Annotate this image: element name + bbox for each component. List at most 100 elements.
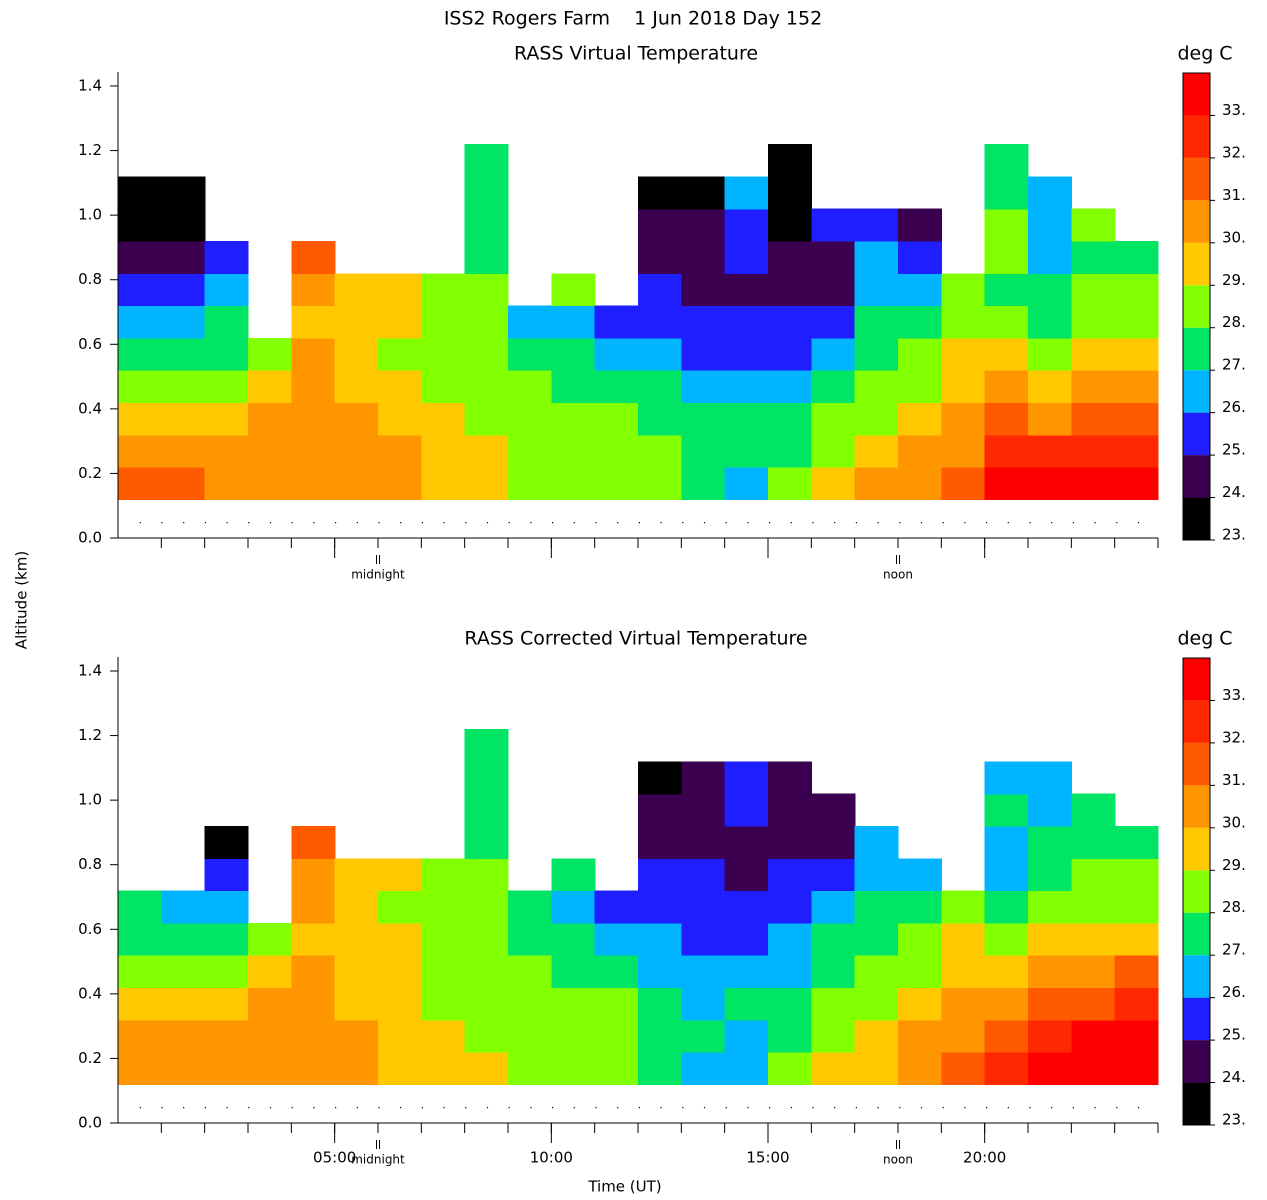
contour-cell bbox=[984, 144, 1029, 177]
contour-cell bbox=[898, 922, 942, 956]
dot bbox=[1072, 1107, 1074, 1109]
contour-cell bbox=[248, 402, 292, 436]
contour-cell bbox=[811, 466, 856, 500]
dot bbox=[920, 1107, 923, 1109]
dot bbox=[269, 522, 272, 524]
colorbar-band bbox=[1183, 742, 1210, 786]
contour-cell bbox=[464, 434, 509, 468]
contour-cell bbox=[291, 922, 336, 956]
contour-cell bbox=[854, 466, 899, 500]
contour-cell bbox=[638, 761, 682, 795]
y-tick-label: 1.0 bbox=[78, 206, 102, 224]
contour-cell bbox=[204, 955, 249, 988]
contour-cell bbox=[464, 240, 509, 274]
contour-cell bbox=[1028, 305, 1072, 339]
contour-cell bbox=[1028, 858, 1072, 892]
contour-cell bbox=[594, 987, 639, 1021]
contour-cell bbox=[638, 208, 682, 242]
contour-cell bbox=[724, 1019, 769, 1053]
dot bbox=[899, 1107, 901, 1109]
contour-cell bbox=[508, 337, 552, 371]
contour-cell bbox=[508, 1051, 552, 1085]
colorbar-label: 30. bbox=[1222, 228, 1246, 246]
colorbar-frame bbox=[1182, 72, 1211, 541]
dot bbox=[660, 522, 662, 524]
dot bbox=[1051, 1107, 1053, 1109]
colorbar-label: 33. bbox=[1222, 101, 1246, 119]
contour-cell bbox=[811, 337, 856, 371]
dot bbox=[378, 522, 380, 524]
page-title: ISS2 Rogers Farm 1 Jun 2018 Day 152 bbox=[444, 8, 822, 30]
contour-cell bbox=[291, 337, 336, 371]
contour-cell bbox=[811, 370, 856, 403]
contour-cell bbox=[1114, 402, 1159, 436]
contour-cell bbox=[638, 240, 682, 274]
colorbar-label: 28. bbox=[1222, 898, 1246, 916]
contour-cell bbox=[768, 1051, 812, 1085]
contour-cell bbox=[378, 987, 422, 1021]
dot bbox=[443, 522, 445, 524]
contour-cell bbox=[421, 858, 466, 892]
dot bbox=[638, 1107, 640, 1109]
contour-cell bbox=[811, 825, 856, 859]
y-tick-label: 1.4 bbox=[78, 662, 102, 680]
contour-cell bbox=[378, 273, 422, 307]
contour-cell bbox=[854, 402, 899, 436]
contour-cell bbox=[898, 273, 942, 307]
dot bbox=[465, 1107, 467, 1109]
annotation: midnight bbox=[351, 568, 405, 582]
contour-cell bbox=[464, 466, 509, 500]
contour-cell bbox=[681, 793, 726, 827]
contour-cell bbox=[854, 370, 899, 403]
contour-cell bbox=[508, 1019, 552, 1053]
contour-cell bbox=[118, 240, 162, 274]
contour-cell bbox=[941, 1019, 986, 1053]
contour-cell bbox=[768, 176, 812, 210]
contour-cell bbox=[118, 890, 162, 924]
y-tick-label: 0.4 bbox=[78, 984, 102, 1002]
contour-cell bbox=[594, 1051, 639, 1085]
dot bbox=[356, 522, 358, 524]
y-tick-label: 0.2 bbox=[78, 464, 102, 482]
chart-title: RASS Corrected Virtual Temperature bbox=[464, 628, 807, 650]
contour-cell bbox=[594, 890, 639, 924]
contour-cell bbox=[161, 1051, 206, 1085]
contour-cell bbox=[508, 466, 552, 500]
contour-cell bbox=[898, 466, 942, 500]
contour-cell bbox=[594, 337, 639, 371]
contour-cell bbox=[638, 1051, 682, 1085]
contour-cell bbox=[378, 1019, 422, 1053]
contour-cell bbox=[161, 176, 206, 210]
contour-cell bbox=[898, 1051, 942, 1085]
contour-cell bbox=[854, 1051, 899, 1085]
contour-cell bbox=[898, 305, 942, 339]
dot bbox=[747, 522, 749, 524]
contour-cell bbox=[594, 434, 639, 468]
contour-cell bbox=[551, 890, 596, 924]
contour-cell bbox=[508, 434, 552, 468]
dot bbox=[400, 1107, 402, 1109]
contour-cell bbox=[204, 402, 249, 436]
dot bbox=[486, 1107, 489, 1109]
contour-cell bbox=[811, 402, 856, 436]
contour-cell bbox=[204, 922, 249, 956]
contour-cell bbox=[638, 434, 682, 468]
annotation: midnight bbox=[351, 1153, 405, 1167]
colorbar-band bbox=[1183, 997, 1210, 1041]
contour-cell bbox=[898, 434, 942, 468]
contour-cell bbox=[768, 761, 812, 795]
dot bbox=[769, 522, 771, 524]
chart-title: RASS Virtual Temperature bbox=[514, 43, 758, 65]
contour-cell bbox=[378, 305, 422, 339]
contour-cell bbox=[681, 208, 726, 242]
contour-cell bbox=[768, 1019, 812, 1053]
contour-cell bbox=[464, 208, 509, 242]
contour-cell bbox=[984, 793, 1029, 827]
contour-cell bbox=[421, 337, 466, 371]
contour-cell bbox=[724, 987, 769, 1021]
dot bbox=[204, 1107, 206, 1109]
contour-cell bbox=[638, 1019, 682, 1053]
contour-cell bbox=[204, 434, 249, 468]
contour-cell bbox=[768, 466, 812, 500]
